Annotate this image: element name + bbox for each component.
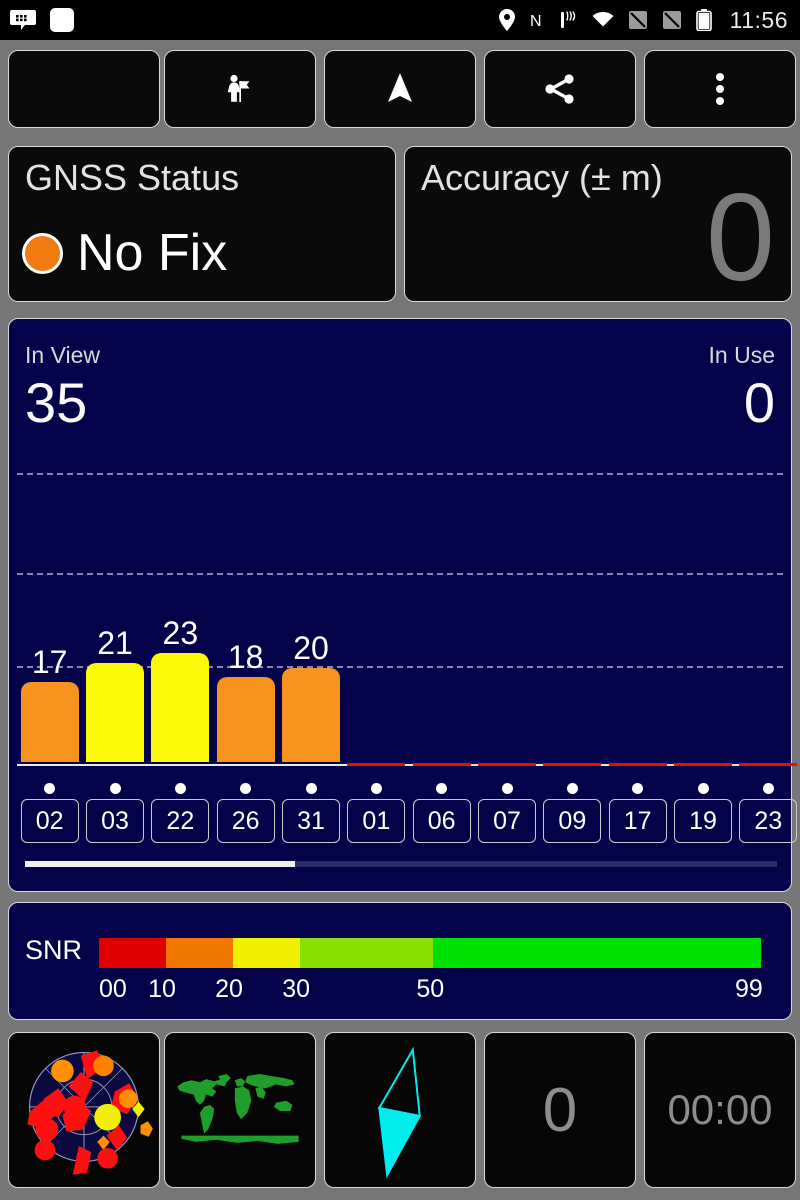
svg-text:N: N <box>530 13 542 30</box>
